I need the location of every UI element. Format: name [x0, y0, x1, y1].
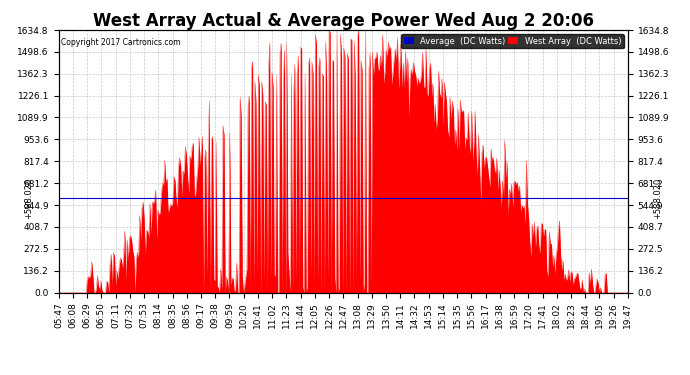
Text: Copyright 2017 Cartronics.com: Copyright 2017 Cartronics.com [61, 38, 181, 47]
Text: +588.020: +588.020 [24, 177, 33, 219]
Title: West Array Actual & Average Power Wed Aug 2 20:06: West Array Actual & Average Power Wed Au… [92, 12, 594, 30]
Text: +588.020: +588.020 [653, 177, 662, 219]
Legend: Average  (DC Watts), West Array  (DC Watts): Average (DC Watts), West Array (DC Watts… [401, 34, 624, 48]
